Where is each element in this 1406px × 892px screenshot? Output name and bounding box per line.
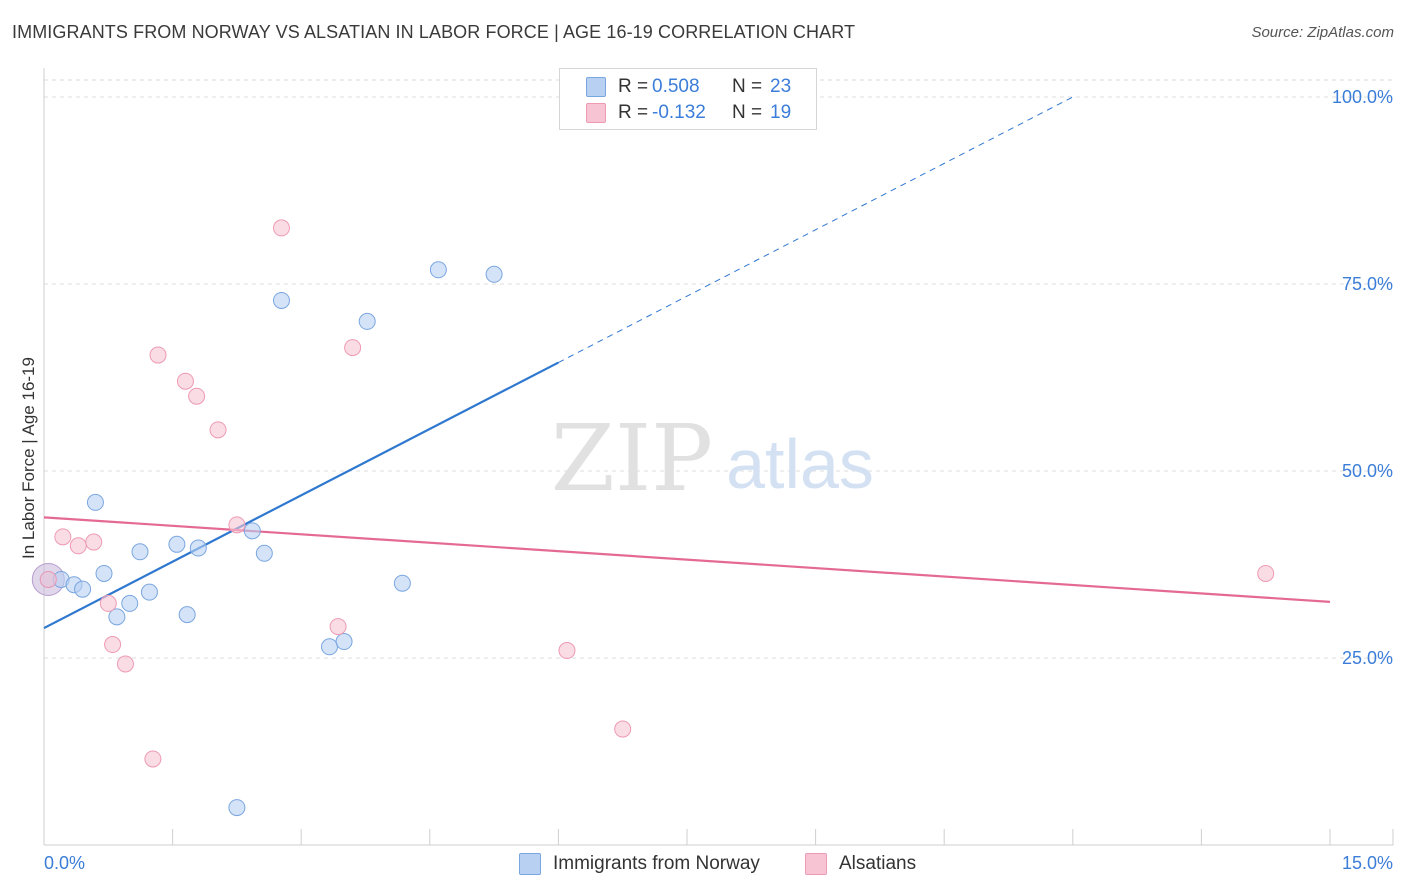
point-alsatians xyxy=(272,219,290,237)
legend-swatch-blue xyxy=(519,853,541,875)
point-norway xyxy=(121,594,139,612)
legend-r-value: 0.508 xyxy=(652,76,700,97)
point-alsatians xyxy=(209,421,227,439)
point-norway xyxy=(178,606,196,624)
point-norway xyxy=(358,312,376,330)
grid-layer: 25.0% 50.0% 75.0% 100.0% xyxy=(44,79,1393,668)
legend-n-label: N = xyxy=(732,102,763,123)
point-norway xyxy=(393,574,411,592)
point-alsatians xyxy=(104,636,122,654)
point-alsatians xyxy=(1257,564,1275,582)
legend-r-value: -0.132 xyxy=(652,102,706,123)
point-alsatians xyxy=(176,372,194,390)
point-norway xyxy=(189,539,207,557)
point-norway xyxy=(95,564,113,582)
point-norway xyxy=(86,493,104,511)
point-norway xyxy=(485,265,503,283)
point-alsatians xyxy=(144,750,162,768)
point-alsatians xyxy=(149,346,167,364)
y-axis-label: In Labor Force | Age 16-19 xyxy=(19,357,38,559)
point-norway xyxy=(131,543,149,561)
point-alsatians xyxy=(344,339,362,357)
point-norway xyxy=(255,544,273,562)
trend-line-norway xyxy=(43,361,559,630)
point-alsatians xyxy=(188,387,206,405)
x-tick-label-max: 15.0% xyxy=(1342,853,1393,873)
point-norway xyxy=(272,291,290,309)
legend-swatch-pink xyxy=(586,103,606,123)
legend-n-value: 19 xyxy=(770,102,792,123)
point-alsatians xyxy=(558,642,576,660)
point-norway xyxy=(243,522,261,540)
point-norway xyxy=(429,261,447,279)
point-norway xyxy=(228,799,246,817)
legend-r-label: R = xyxy=(618,76,649,97)
points-layer xyxy=(31,219,1275,817)
legend-series: Immigrants from Norway Alsatians xyxy=(0,850,1406,880)
trend-line-norway-extension xyxy=(558,96,1074,363)
point-norway xyxy=(335,633,353,651)
point-norway xyxy=(168,535,186,553)
point-norway xyxy=(140,583,158,601)
point-norway xyxy=(108,608,126,626)
y-tick-label: 75.0% xyxy=(1342,274,1393,294)
point-norway xyxy=(320,638,338,656)
watermark-zip: ZIP xyxy=(551,405,713,512)
x-tick-label-min: 0.0% xyxy=(44,853,85,873)
watermark: ZIP atlas xyxy=(551,405,874,512)
axis-layer xyxy=(43,68,1394,846)
legend-row-norway: R = 0.508 N = 23 xyxy=(560,74,791,100)
legend-item-alsatians: Alsatians xyxy=(805,853,916,875)
watermark-atlas: atlas xyxy=(726,425,874,503)
legend-label-alsatians: Alsatians xyxy=(839,853,917,874)
legend-stats: R = 0.508 N = 23 R = -0.132 N = 19 xyxy=(559,68,817,130)
point-alsatians xyxy=(116,655,134,673)
legend-item-norway: Immigrants from Norway xyxy=(519,853,760,875)
chart-title: IMMIGRANTS FROM NORWAY VS ALSATIAN IN LA… xyxy=(12,22,856,42)
point-alsatians xyxy=(614,720,632,738)
trend-layer xyxy=(43,96,1331,630)
y-tick-label: 25.0% xyxy=(1342,648,1393,668)
y-tick-label: 100.0% xyxy=(1332,87,1393,107)
point-alsatians xyxy=(39,570,57,588)
point-alsatians xyxy=(228,516,246,534)
point-alsatians xyxy=(99,594,117,612)
legend-n-label: N = xyxy=(732,76,763,97)
legend-n-value: 23 xyxy=(770,76,792,97)
legend-swatch-blue xyxy=(586,77,606,97)
point-norway xyxy=(74,580,92,598)
point-alsatians xyxy=(85,533,103,551)
y-tick-label: 50.0% xyxy=(1342,461,1393,481)
point-alsatians xyxy=(329,618,347,636)
legend-swatch-pink xyxy=(805,853,827,875)
legend-label-norway: Immigrants from Norway xyxy=(553,853,760,874)
source-label: Source: ZipAtlas.com xyxy=(1251,24,1394,41)
point-alsatians xyxy=(54,528,72,546)
legend-row-alsatians: R = -0.132 N = 19 xyxy=(560,100,791,126)
legend-r-label: R = xyxy=(618,102,649,123)
point-alsatians xyxy=(69,537,87,555)
